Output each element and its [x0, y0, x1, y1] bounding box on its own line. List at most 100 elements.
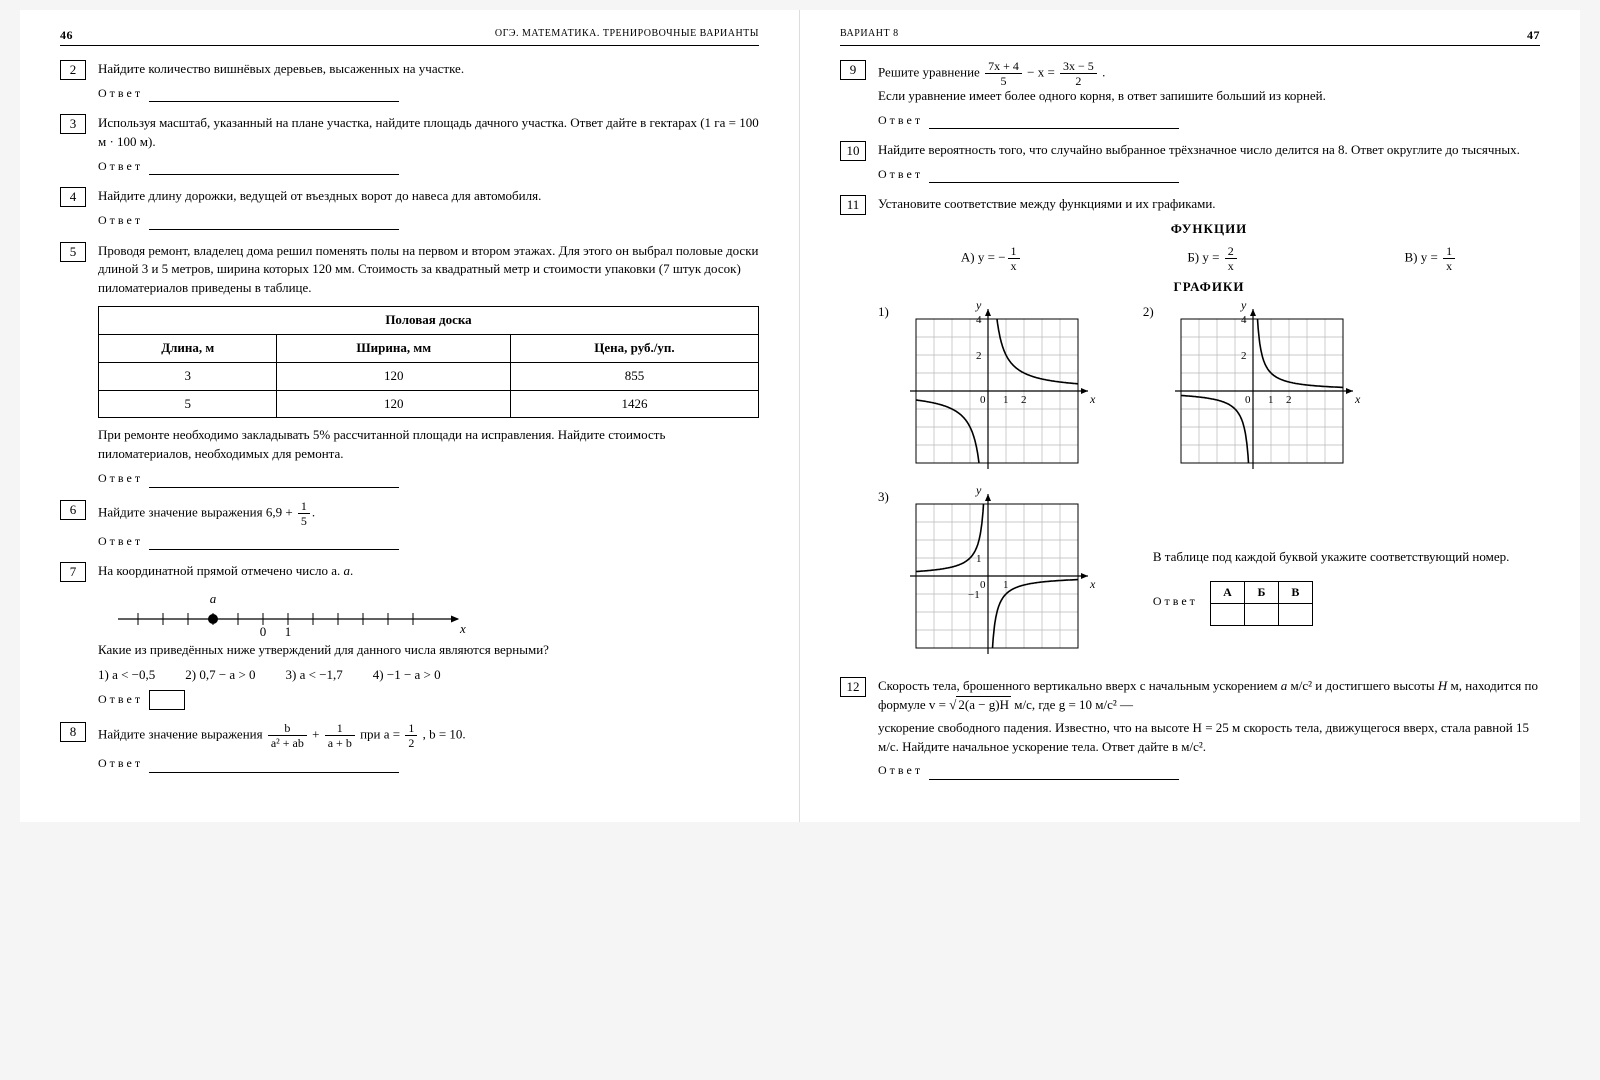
- cell: 855: [510, 362, 758, 390]
- svg-text:2: 2: [1021, 394, 1027, 406]
- cell: 3: [99, 362, 277, 390]
- answer-box[interactable]: [149, 690, 185, 710]
- header-left: 46 ОГЭ. МАТЕМАТИКА. ТРЕНИРОВОЧНЫЕ ВАРИАН…: [60, 28, 759, 46]
- answer-line[interactable]: [929, 171, 1179, 183]
- svg-text:−1: −1: [968, 589, 980, 601]
- header-right: ВАРИАНТ 8 47: [840, 28, 1540, 46]
- option: 1) a < −0,5: [98, 666, 155, 685]
- cell: 120: [277, 362, 511, 390]
- page-number-right: 47: [1527, 28, 1540, 43]
- answer-line[interactable]: [929, 768, 1179, 780]
- answer-label: Ответ: [98, 159, 143, 173]
- answer-label: Ответ: [878, 167, 923, 181]
- col-header: Длина, м: [99, 334, 277, 362]
- match-note: В таблице под каждой буквой укажите соот…: [1153, 548, 1540, 567]
- svg-text:2: 2: [1286, 394, 1292, 406]
- cell: 1426: [510, 390, 758, 418]
- problem-number: 4: [60, 187, 86, 207]
- fraction: 7x + 45: [985, 60, 1022, 87]
- answer-line[interactable]: [149, 218, 399, 230]
- graph-row-1: 1) xy01242 2) xy01242: [878, 303, 1540, 478]
- svg-text:2: 2: [1241, 350, 1247, 362]
- problem-12: 12 Скорость тела, брошенного вертикально…: [840, 677, 1540, 780]
- problem-text: При ремонте необходимо закладывать 5% ра…: [98, 426, 759, 464]
- svg-text:0: 0: [980, 579, 986, 591]
- cell: 5: [99, 390, 277, 418]
- graph-2: xy01242: [1158, 303, 1368, 478]
- answer-line[interactable]: [149, 90, 399, 102]
- functions-title: ФУНКЦИИ: [878, 220, 1540, 239]
- problem-number: 10: [840, 141, 866, 161]
- fraction: 1a + b: [325, 722, 355, 749]
- problem-2: 2 Найдите количество вишнёвых деревьев, …: [60, 60, 759, 102]
- page-left: 46 ОГЭ. МАТЕМАТИКА. ТРЕНИРОВОЧНЫЕ ВАРИАН…: [20, 10, 800, 822]
- graphs-title: ГРАФИКИ: [878, 278, 1540, 297]
- problem-number: 11: [840, 195, 866, 215]
- page-right: ВАРИАНТ 8 47 9 Решите уравнение 7x + 45 …: [800, 10, 1580, 822]
- answer-label: Ответ: [98, 756, 143, 770]
- problem-text: Найдите количество вишнёвых деревьев, вы…: [98, 61, 464, 76]
- answer-label: Ответ: [878, 763, 923, 777]
- answer-line[interactable]: [149, 163, 399, 175]
- problem-number: 7: [60, 562, 86, 582]
- svg-text:x: x: [459, 621, 466, 636]
- svg-text:0: 0: [1245, 394, 1251, 406]
- problem-9: 9 Решите уравнение 7x + 45 − x = 3x − 52…: [840, 60, 1540, 129]
- table-title: Половая доска: [99, 307, 759, 335]
- answer-label: Ответ: [878, 113, 923, 127]
- problem-number: 2: [60, 60, 86, 80]
- problem-number: 3: [60, 114, 86, 134]
- function-list: А) y = −1x Б) y = 2x В) y = 1x: [878, 245, 1540, 272]
- svg-text:0: 0: [980, 394, 986, 406]
- problem-number: 8: [60, 722, 86, 742]
- expr-pre: Найдите значение выражения 6,9 +: [98, 504, 293, 519]
- svg-text:1: 1: [1268, 394, 1274, 406]
- number-line: a 0 1 x: [98, 581, 759, 641]
- svg-text:2: 2: [976, 350, 982, 362]
- problem-7: 7 На координатной прямой отмечено число …: [60, 562, 759, 711]
- problem-text: Установите соответствие между функциями …: [878, 196, 1216, 211]
- page-spread: 46 ОГЭ. МАТЕМАТИКА. ТРЕНИРОВОЧНЫЕ ВАРИАН…: [20, 10, 1580, 822]
- answer-label: Ответ: [98, 471, 143, 485]
- fraction: 12: [405, 722, 417, 749]
- option: 3) a < −1,7: [286, 666, 343, 685]
- answer-line[interactable]: [149, 476, 399, 488]
- problem-number: 12: [840, 677, 866, 697]
- page-number-left: 46: [60, 28, 73, 43]
- svg-text:y: y: [975, 488, 982, 497]
- a-label: a: [210, 591, 217, 606]
- problem-number: 9: [840, 60, 866, 80]
- svg-text:x: x: [1089, 392, 1096, 406]
- option: 4) −1 − a > 0: [373, 666, 441, 685]
- problem-number: 6: [60, 500, 86, 520]
- answer-label: Ответ: [98, 213, 143, 227]
- cell: 120: [277, 390, 511, 418]
- abv-table[interactable]: АБВ: [1210, 581, 1313, 626]
- fraction: ba² + ab: [268, 722, 307, 749]
- problem-text: Найдите длину дорожки, ведущей от въездн…: [98, 188, 541, 203]
- problem-4: 4 Найдите длину дорожки, ведущей от въез…: [60, 187, 759, 229]
- svg-text:1: 1: [285, 624, 292, 639]
- svg-text:1: 1: [1003, 579, 1009, 591]
- graph-1: xy01242: [893, 303, 1103, 478]
- svg-text:y: y: [975, 303, 982, 312]
- problem-10: 10 Найдите вероятность того, что случайн…: [840, 141, 1540, 183]
- answer-line[interactable]: [929, 117, 1179, 129]
- variant-label: ВАРИАНТ 8: [840, 28, 899, 43]
- question: Какие из приведённых ниже утверждений дл…: [98, 641, 759, 660]
- answer-label: Ответ: [98, 534, 143, 548]
- problem-3: 3 Используя масштаб, указанный на плане …: [60, 114, 759, 175]
- problem-number: 5: [60, 242, 86, 262]
- answer-line[interactable]: [149, 538, 399, 550]
- svg-text:1: 1: [976, 553, 982, 565]
- problem-text: Если уравнение имеет более одного корня,…: [878, 87, 1540, 106]
- problem-text: Найдите вероятность того, что случайно в…: [878, 142, 1520, 157]
- answer-label: Ответ: [1153, 594, 1198, 608]
- fraction: 15: [298, 500, 310, 527]
- col-header: Цена, руб./уп.: [510, 334, 758, 362]
- answer-line[interactable]: [149, 761, 399, 773]
- problem-text: Проводя ремонт, владелец дома решил поме…: [98, 242, 759, 299]
- svg-text:1: 1: [1003, 394, 1009, 406]
- problem-text: Используя масштаб, указанный на плане уч…: [98, 115, 759, 149]
- svg-text:4: 4: [1241, 314, 1247, 326]
